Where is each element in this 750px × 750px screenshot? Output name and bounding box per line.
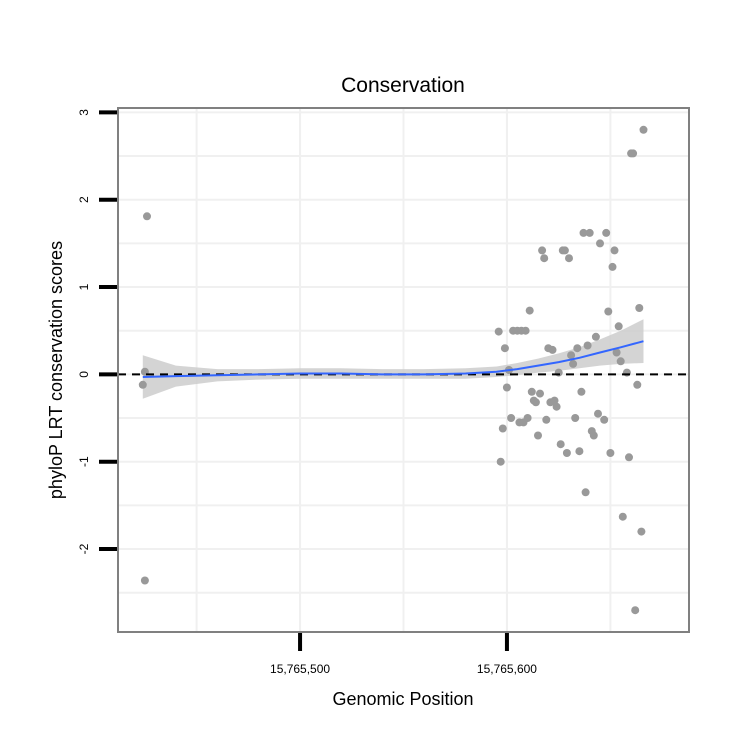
y-tick-label: 1 xyxy=(77,283,91,290)
data-point xyxy=(556,440,565,449)
y-tick-label: 3 xyxy=(77,109,91,116)
data-point xyxy=(606,449,615,457)
data-point xyxy=(618,512,627,521)
data-point xyxy=(610,246,619,255)
data-point xyxy=(538,246,547,255)
data-point xyxy=(614,322,623,331)
data-point xyxy=(583,341,592,350)
y-axis-label: phyloP LRT conservation scores xyxy=(46,241,66,499)
data-point xyxy=(560,246,569,255)
data-point xyxy=(635,304,644,312)
data-point xyxy=(589,431,598,440)
data-point xyxy=(567,351,576,360)
data-point xyxy=(565,254,573,263)
data-point xyxy=(604,307,613,316)
x-axis-ticks: 15,765,500 15,765,600 xyxy=(270,633,537,676)
y-tick-label: -2 xyxy=(77,543,91,554)
data-point xyxy=(622,368,631,377)
data-point xyxy=(577,387,586,396)
data-point xyxy=(637,527,646,536)
data-point xyxy=(585,228,594,237)
y-tick-label: -1 xyxy=(77,456,91,467)
smooth-line-layer xyxy=(142,340,644,378)
data-point xyxy=(639,125,648,134)
data-point xyxy=(612,348,621,357)
data-point xyxy=(521,326,530,335)
data-point xyxy=(140,576,149,585)
x-axis-label: Genomic Position xyxy=(332,689,473,709)
data-point xyxy=(527,387,536,396)
data-point xyxy=(143,212,151,221)
data-point xyxy=(536,389,544,398)
y-tick-label: 2 xyxy=(77,196,91,203)
confidence-band-layer xyxy=(142,319,644,399)
data-point xyxy=(534,431,542,440)
data-point xyxy=(554,368,563,377)
data-point xyxy=(600,415,609,424)
data-point xyxy=(523,414,532,422)
x-tick-label: 15,765,500 xyxy=(270,662,330,676)
data-point xyxy=(575,447,584,456)
data-point xyxy=(596,239,604,248)
data-point xyxy=(138,380,147,389)
data-point xyxy=(594,409,602,418)
x-tick-label: 15,765,600 xyxy=(477,662,537,676)
data-point xyxy=(569,359,578,368)
data-point xyxy=(602,228,611,237)
data-point xyxy=(531,398,540,407)
data-point xyxy=(552,402,561,411)
data-point xyxy=(494,327,503,336)
data-point xyxy=(548,345,557,354)
data-point xyxy=(625,453,633,462)
data-points xyxy=(138,125,648,615)
data-point xyxy=(633,380,642,389)
smooth-line xyxy=(142,340,644,378)
data-point xyxy=(496,457,505,466)
data-point xyxy=(608,262,617,271)
data-point xyxy=(579,228,588,237)
data-point xyxy=(591,332,600,341)
data-point xyxy=(525,306,534,315)
panel-border xyxy=(117,107,690,633)
confidence-band xyxy=(142,319,644,399)
data-point xyxy=(502,383,511,392)
data-point xyxy=(542,415,551,424)
data-point xyxy=(631,606,640,615)
data-point xyxy=(571,414,580,422)
data-point xyxy=(507,414,516,422)
data-point xyxy=(581,488,590,497)
data-point xyxy=(540,254,549,263)
y-axis-ticks: 3 2 1 0 -1 -2 xyxy=(77,109,117,554)
data-point xyxy=(616,357,625,366)
data-point xyxy=(500,344,509,353)
data-point xyxy=(550,396,559,405)
data-point xyxy=(573,344,582,353)
data-point xyxy=(562,449,571,457)
data-point xyxy=(629,149,638,158)
y-tick-label: 0 xyxy=(77,371,91,378)
data-point xyxy=(498,424,507,433)
chart-title: Conservation xyxy=(341,74,465,97)
